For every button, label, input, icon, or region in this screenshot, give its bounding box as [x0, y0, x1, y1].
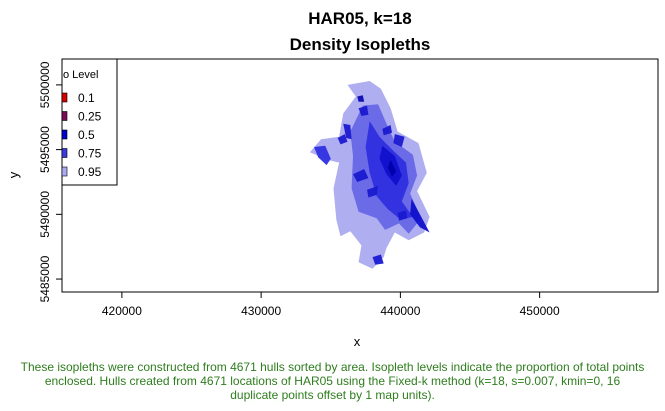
y-axis: 5485000 5490000 5495000 5500000	[38, 61, 63, 302]
x-tick-label: 440000	[380, 304, 420, 318]
x-tick-label: 420000	[102, 304, 142, 318]
x-tick-label: 450000	[520, 304, 560, 318]
hull-polygon	[367, 185, 379, 198]
legend-label: 0.5	[78, 128, 95, 142]
x-axis-label: x	[354, 334, 361, 349]
hull-polygon	[357, 95, 365, 102]
y-tick-label: 5490000	[38, 191, 52, 238]
isopleth-0-1	[387, 160, 397, 177]
y-tick-label: 5495000	[38, 126, 52, 173]
legend-label: 0.1	[78, 91, 95, 105]
isopleth-0-5	[314, 145, 331, 166]
legend-box	[61, 58, 118, 186]
chart-title-line-1: HAR05, k=18	[308, 9, 412, 28]
legend-swatch	[61, 129, 68, 140]
x-tick-label: 430000	[241, 304, 281, 318]
hull-polygon	[343, 123, 352, 140]
legend-title: o Level	[63, 69, 98, 81]
y-axis-label: y	[6, 171, 21, 178]
legend-label: 0.25	[78, 110, 102, 124]
legend-swatch	[61, 92, 68, 103]
isopleth-0-25	[410, 198, 430, 233]
legend-swatch	[61, 111, 68, 121]
legend-swatch	[61, 166, 68, 177]
chart-title-line-2: Density Isopleths	[289, 35, 431, 54]
y-tick-label: 5500000	[38, 61, 52, 108]
legend-label: 0.95	[78, 165, 102, 179]
isopleth-layer	[309, 81, 430, 269]
chart-caption: These isopleths were constructed from 46…	[20, 360, 645, 402]
hull-polygon	[337, 134, 348, 145]
hull-polygon	[353, 169, 369, 182]
y-tick-label: 5485000	[38, 255, 52, 302]
hull-polygon	[358, 105, 369, 116]
hull-polygon	[393, 134, 405, 147]
legend-swatch	[61, 148, 68, 158]
hull-polygon	[382, 125, 392, 136]
legend-items: 0.1 0.25 0.5 0.75 0.95	[61, 91, 102, 179]
hull-polygon	[397, 210, 408, 221]
legend: o Level 0.1 0.25 0.5 0.75 0.95	[61, 58, 118, 186]
hull-polygon	[372, 254, 384, 265]
x-axis: 420000 430000 440000 450000	[102, 291, 560, 318]
legend-label: 0.75	[78, 147, 102, 161]
